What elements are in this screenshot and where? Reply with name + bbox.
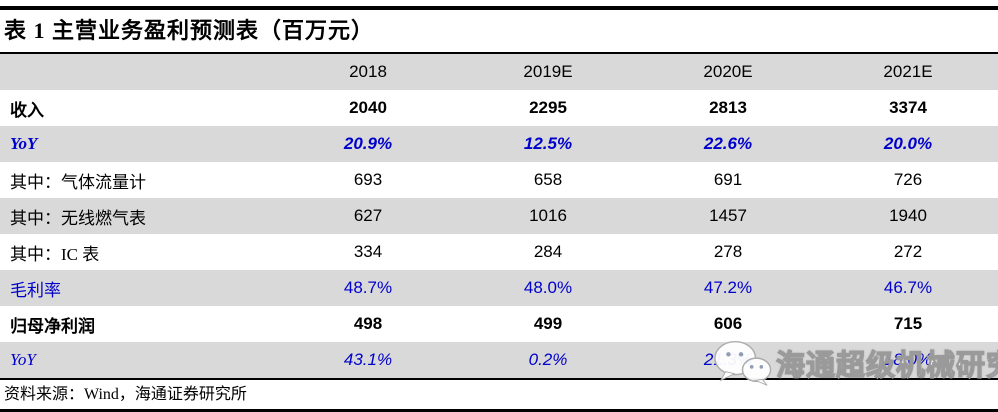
cell-value: 2040	[349, 98, 387, 117]
header-2020e: 2020E	[703, 62, 753, 81]
cell-value: 272	[893, 242, 923, 261]
table-title: 表 1 主营业务盈利预测表（百万元）	[4, 18, 375, 43]
cell-value: 48.0%	[523, 278, 573, 297]
cell-value: 0.2%	[528, 350, 568, 369]
header-empty-cell	[0, 53, 278, 90]
cell-value: 46.7%	[883, 278, 933, 297]
cell-value: 1016	[529, 206, 567, 225]
cell-value: 20.9%	[343, 134, 393, 153]
table-header-row: 2018 2019E 2020E 2021E	[0, 53, 998, 90]
cell-value: 715	[893, 314, 923, 333]
row-label: YoY	[10, 134, 38, 153]
row-label: 归母净利润	[10, 316, 95, 336]
cell-value: 18.0%	[883, 350, 933, 369]
cell-value: 498	[353, 314, 383, 333]
row-label: 其中：IC 表	[10, 244, 100, 264]
cell-value: 21.3%	[703, 350, 753, 369]
cell-value: 726	[893, 170, 923, 189]
header-2019e: 2019E	[523, 62, 573, 81]
cell-value: 12.5%	[523, 134, 573, 153]
top-divider	[0, 6, 998, 10]
cell-value: 334	[353, 242, 383, 261]
table-row-ic-meter: 其中：IC 表 334 284 278 272	[0, 234, 998, 270]
cell-value: 1457	[709, 206, 747, 225]
table-row-gas-flow-meter: 其中：气体流量计 693 658 691 726	[0, 162, 998, 198]
cell-value: 1940	[889, 206, 927, 225]
cell-value: 278	[713, 242, 743, 261]
table-row-gross-margin: 毛利率 48.7% 48.0% 47.2% 46.7%	[0, 270, 998, 306]
cell-value: 284	[533, 242, 563, 261]
cell-value: 606	[713, 314, 743, 333]
header-2018: 2018	[349, 62, 387, 81]
table-row-wireless-gas-meter: 其中：无线燃气表 627 1016 1457 1940	[0, 198, 998, 234]
header-2021e: 2021E	[883, 62, 933, 81]
row-label: 毛利率	[10, 280, 61, 300]
row-label: 收入	[10, 100, 44, 120]
cell-value: 3374	[889, 98, 927, 117]
cell-value: 48.7%	[343, 278, 393, 297]
row-label: 其中：气体流量计	[10, 172, 146, 192]
cell-value: 22.6%	[703, 134, 753, 153]
cell-value: 20.0%	[883, 134, 933, 153]
cell-value: 2295	[529, 98, 567, 117]
row-label: 其中：无线燃气表	[10, 208, 146, 228]
cell-value: 627	[353, 206, 383, 225]
table-row-revenue: 收入 2040 2295 2813 3374	[0, 90, 998, 126]
cell-value: 693	[353, 170, 383, 189]
table-row-revenue-yoy: YoY 20.9% 12.5% 22.6% 20.0%	[0, 126, 998, 162]
cell-value: 43.1%	[343, 350, 393, 369]
cell-value: 47.2%	[703, 278, 753, 297]
cell-value: 2813	[709, 98, 747, 117]
forecast-table: 2018 2019E 2020E 2021E 收入 2040 2295 2813…	[0, 52, 998, 380]
table-row-net-profit-yoy: YoY 43.1% 0.2% 21.3% 18.0%	[0, 342, 998, 379]
source-note: 资料来源：Wind，海通证券研究所	[4, 386, 247, 403]
cell-value: 691	[713, 170, 743, 189]
cell-value: 658	[533, 170, 563, 189]
cell-value: 499	[533, 314, 563, 333]
row-label: YoY	[10, 350, 36, 369]
table-row-net-profit: 归母净利润 498 499 606 715	[0, 306, 998, 342]
